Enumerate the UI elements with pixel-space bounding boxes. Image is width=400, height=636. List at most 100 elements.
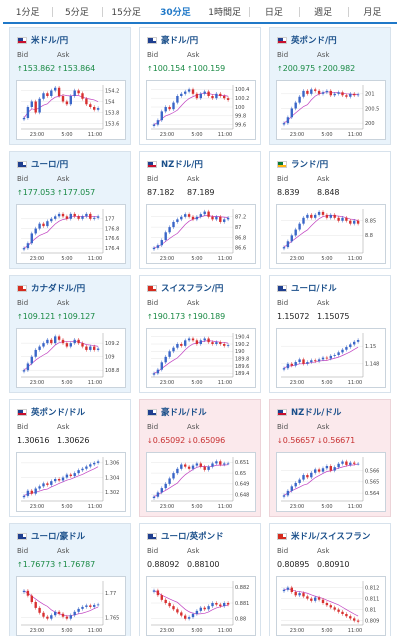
rate-card-usd-chf[interactable]: 米ドル/スイスフラン Bid Ask 0.80895 0.80910 0.812 0.811… — [269, 523, 391, 636]
rate-card-zar-jpy[interactable]: ランド/円 Bid Ask 8.839 8.848 8.85 8.8 23:00 5:00 11:… — [269, 151, 391, 269]
candlestick-chart[interactable]: 109.2 109 108.8 23:00 5:00 11:00 — [16, 328, 126, 388]
ca-flag-icon — [17, 284, 27, 292]
candlestick-chart[interactable]: 190.4 190.2 190 189.8 189.6 189.4 23:00 5:00 11:… — [146, 328, 256, 388]
rate-card-eur-usd[interactable]: ユーロ/ドル Bid Ask 1.15072 1.15075 1.15 1.148 23:00… — [269, 275, 391, 393]
candle-body — [168, 107, 171, 110]
pair-title[interactable]: ユーロ/ドル — [277, 282, 337, 294]
candle-body — [329, 605, 332, 608]
pair-title[interactable]: ユーロ/豪ドル — [17, 530, 85, 542]
candle-body — [203, 607, 206, 610]
pair-title[interactable]: 豪ドル/ドル — [147, 406, 207, 418]
candle-body — [191, 216, 195, 220]
pair-title[interactable]: 豪ドル/円 — [147, 34, 198, 46]
tab-1[interactable]: 5分足 — [52, 0, 101, 22]
tab-0[interactable]: 1分足 — [15, 7, 40, 18]
pair-name: スイスフラン/円 — [161, 284, 224, 294]
moving-average-line — [153, 464, 229, 498]
candle-body — [26, 243, 30, 249]
candle-body — [310, 89, 313, 94]
rate-card-gbp-jpy[interactable]: 英ポンド/円 Bid Ask ↑200.975 ↑200.982 201 200.5 200 2… — [269, 27, 391, 145]
pair-title[interactable]: NZドル/ドル — [277, 406, 341, 418]
pair-title[interactable]: 米ドル/円 — [17, 34, 68, 46]
rate-card-aud-usd[interactable]: 豪ドル/ドル Bid Ask ↓0.65092 ↓0.65096 0.651 0.65 0.6… — [139, 399, 261, 517]
gb-flag-icon — [17, 408, 27, 416]
candlestick-chart[interactable]: 87.2 87 86.8 86.6 23:00 5:00 11:00 — [146, 204, 256, 264]
candle-body — [152, 373, 156, 375]
rate-card-eur-jpy[interactable]: ユーロ/円 Bid Ask ↑177.053 ↑177.057 177 176.8 176.6… — [9, 151, 131, 269]
candlestick-chart[interactable]: 0.566 0.565 0.564 23:00 5:00 11:00 — [276, 452, 386, 512]
candle-body — [207, 466, 210, 470]
rate-card-cad-jpy[interactable]: カナダドル/円 Bid Ask ↑109.121 ↑109.127 109.2 109 108… — [9, 275, 131, 393]
tab-6[interactable]: 週足 — [298, 0, 348, 22]
candlestick-chart[interactable]: 177 176.8 176.6 176.4 23:00 5:00 11:00 — [16, 204, 126, 264]
y-tick-label: 0.881 — [235, 601, 249, 607]
arrow-down-icon: ↓ — [187, 437, 193, 445]
candle-body — [180, 612, 183, 616]
candlestick-chart[interactable]: 1.77 1.765 23:00 5:00 11:00 — [16, 576, 126, 636]
bid-value: 0.80895 — [277, 560, 310, 569]
candle-body — [294, 229, 297, 236]
candle-body — [341, 461, 344, 464]
bid-value: ↑1.76773 — [17, 560, 56, 569]
ask-value: 87.189 — [187, 188, 215, 197]
candlestick-chart[interactable]: 0.882 0.881 0.88 23:00 5:00 11:00 — [146, 576, 256, 636]
candle-body — [152, 590, 156, 592]
candle-body — [298, 223, 301, 230]
pair-name: 英ポンド/ドル — [31, 408, 86, 418]
candle-body — [22, 590, 26, 593]
tab-2[interactable]: 15分足 — [101, 0, 151, 22]
candlestick-chart[interactable]: 154.2 154 153.8 153.6 23:00 5:00 11:00 — [16, 80, 126, 140]
candlestick-chart[interactable]: 1.15 1.148 23:00 5:00 11:00 — [276, 328, 386, 388]
candle-body — [306, 475, 309, 478]
rate-card-nzd-usd[interactable]: NZドル/ドル Bid Ask ↓0.56657 ↓0.56671 0.566 0.565 0… — [269, 399, 391, 517]
arrow-up-icon: ↑ — [317, 65, 323, 73]
candle-body — [73, 611, 76, 616]
candlestick-chart[interactable]: 8.85 8.8 23:00 5:00 11:00 — [276, 204, 386, 264]
tab-4[interactable]: 1時間足 — [208, 7, 241, 18]
pair-title[interactable]: カナダドル/円 — [17, 282, 85, 294]
pair-title[interactable]: NZドル/円 — [147, 158, 203, 170]
candle-body — [306, 596, 309, 599]
rate-card-usd-jpy[interactable]: 米ドル/円 Bid Ask ↑153.862 ↑153.864 154.2 154 153.8… — [9, 27, 131, 145]
candle-body — [156, 369, 160, 374]
candle-body — [203, 91, 206, 94]
pair-title[interactable]: ユーロ/英ポンド — [147, 530, 224, 542]
candle-body — [341, 92, 344, 96]
rate-card-eur-gbp[interactable]: ユーロ/英ポンド Bid Ask 0.88092 0.88100 0.882 0.881 0.… — [139, 523, 261, 636]
pair-title[interactable]: 英ポンド/ドル — [17, 406, 85, 418]
pair-title[interactable]: 英ポンド/円 — [277, 34, 337, 46]
rate-card-gbp-usd[interactable]: 英ポンド/ドル Bid Ask 1.30616 1.30626 1.306 1.304 1.3… — [9, 399, 131, 517]
candle-body — [195, 93, 199, 99]
candle-body — [286, 490, 290, 496]
candlestick-chart[interactable]: 201 200.5 200 23:00 5:00 11:00 — [276, 80, 386, 140]
ask-label: Ask — [187, 423, 200, 431]
rate-card-eur-aud[interactable]: ユーロ/豪ドル Bid Ask ↑1.76773 ↑1.76787 1.77 1.765 23… — [9, 523, 131, 636]
candle-body — [187, 338, 191, 341]
x-tick-label: 11:00 — [348, 256, 362, 262]
tab-5[interactable]: 日足 — [249, 0, 298, 22]
candlestick-chart[interactable]: 0.651 0.65 0.649 0.648 23:00 5:00 11:00 — [146, 452, 256, 512]
candle-body — [286, 363, 290, 369]
candle-body — [337, 92, 340, 94]
bid-value: ↑190.173 — [147, 312, 186, 321]
tab-3[interactable]: 30分足 — [160, 7, 191, 18]
rate-card-nzd-jpy[interactable]: NZドル/円 Bid Ask 87.182 87.189 87.2 87 86.8 86.6 23… — [139, 151, 261, 269]
tab-7[interactable]: 月足 — [347, 0, 397, 22]
candle-body — [349, 462, 352, 465]
candle-body — [325, 90, 329, 93]
pair-title[interactable]: ユーロ/円 — [17, 158, 68, 170]
candlestick-chart[interactable]: 100.4 100.2 100 99.8 99.6 23:00 5:00 11:00 — [146, 80, 256, 140]
candlestick-chart[interactable]: 0.812 0.811 0.81 0.809 23:00 5:00 11:00 — [276, 576, 386, 636]
za-flag-icon — [277, 160, 287, 168]
candle-body — [341, 217, 344, 221]
rate-card-chf-jpy[interactable]: スイスフラン/円 Bid Ask ↑190.173 ↑190.189 190.4 190.2… — [139, 275, 261, 393]
candle-body — [30, 233, 33, 244]
candle-body — [57, 336, 61, 340]
pair-title[interactable]: スイスフラン/円 — [147, 282, 223, 294]
pair-title[interactable]: 米ドル/スイスフラン — [277, 530, 370, 542]
candle-body — [57, 611, 61, 614]
candlestick-chart[interactable]: 1.306 1.304 1.302 23:00 5:00 11:00 — [16, 452, 126, 512]
pair-title[interactable]: ランド/円 — [277, 158, 328, 170]
rate-card-aud-jpy[interactable]: 豪ドル/円 Bid Ask ↑100.154 ↑100.159 100.4 100.2 100… — [139, 27, 261, 145]
candle-body — [184, 464, 187, 467]
